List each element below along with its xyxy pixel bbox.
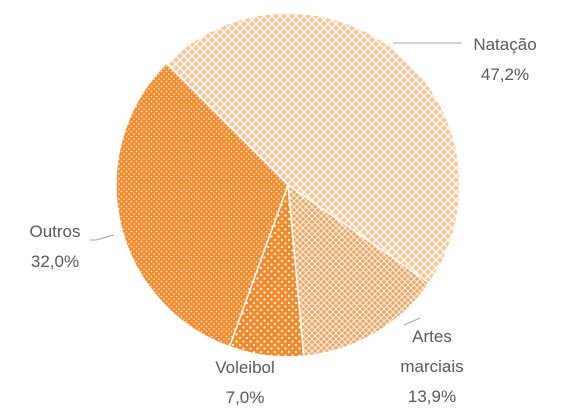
data-label: Natação 47,2% (460, 30, 550, 90)
slice-group (228, 184, 305, 358)
slice-group (165, 12, 461, 285)
slice-group (115, 62, 289, 348)
category-name: Outros (29, 222, 81, 241)
data-label: Outros 32,0% (10, 217, 100, 277)
slice-pattern (115, 63, 288, 347)
slice-pattern (288, 185, 430, 357)
data-label: Voleibol 7,0% (200, 353, 290, 409)
slice-pattern (166, 12, 461, 284)
data-label: Artes marciais 13,9% (392, 322, 472, 409)
slice-pattern (229, 185, 304, 357)
category-name: Natação (473, 35, 537, 54)
percent-label: 47,2% (480, 65, 530, 84)
category-name: Voleibol (215, 358, 275, 377)
percent-label: 7,0% (225, 388, 265, 407)
leader-lines (90, 42, 462, 326)
percent-label: 32,0% (30, 252, 80, 271)
percent-label: 13,9% (407, 387, 457, 406)
category-name: Artes marciais (400, 327, 464, 376)
slice-group (287, 183, 431, 358)
